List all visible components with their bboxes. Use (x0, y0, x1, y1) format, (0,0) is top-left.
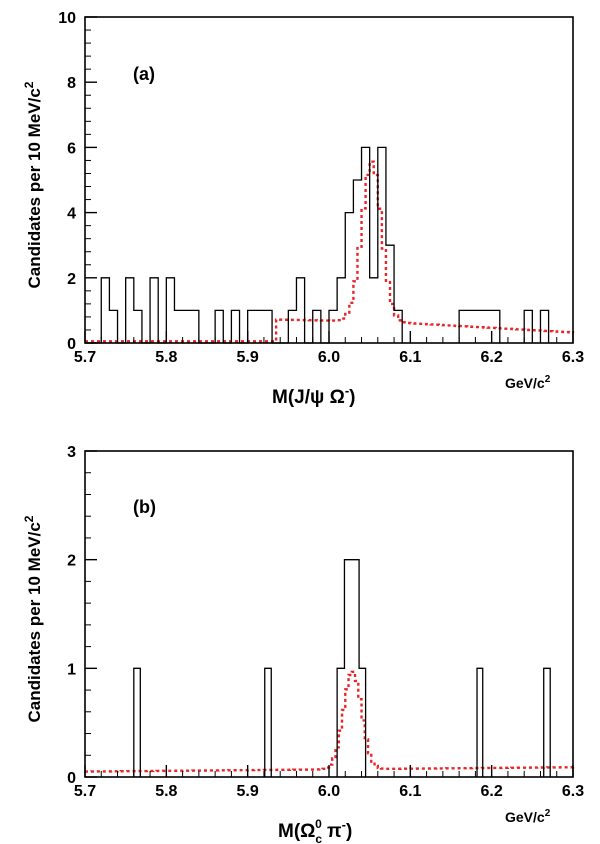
a-y-tick-label: 4 (67, 206, 76, 223)
panel-b-frame (84, 450, 574, 778)
panel-b-ticks: 5.7 5.8 5.9 6.0 6.1 6.2 6.3 0 1 2 3 (67, 444, 584, 800)
panel-a-histogram (85, 146, 550, 344)
panel-b-data-bin (264, 667, 272, 777)
panel-b: 5.7 5.8 5.9 6.0 6.1 6.2 6.3 0 1 2 3 (b) Candidates… (22, 444, 584, 844)
panel-b-data-bin (336, 559, 367, 777)
panel-a-y-axis-label: Candidates per 10 MeV/c2 (22, 81, 44, 288)
a-y-tick-label: 8 (67, 75, 76, 92)
panel-a-label: (a) (133, 64, 155, 84)
b-y-tick-label: 2 (67, 553, 76, 570)
panel-b-data-bin (543, 667, 551, 777)
a-x-tick-label: 5.9 (237, 349, 259, 366)
b-x-tick-label: 5.8 (155, 783, 177, 800)
b-y-tick-label: 3 (67, 444, 76, 461)
b-x-tick-label: 6.3 (562, 783, 584, 800)
a-x-tick-label: 6.3 (562, 349, 584, 366)
b-x-tick-label: 6.1 (399, 783, 421, 800)
panel-a-data-histogram-right (458, 309, 550, 343)
a-x-tick-label: 5.8 (155, 349, 177, 366)
a-x-tick-label: 6.2 (481, 349, 503, 366)
a-y-tick-label: 0 (67, 336, 76, 353)
b-x-tick-label: 6.0 (318, 783, 340, 800)
panel-b-y-axis-label: Candidates per 10 MeV/c2 (22, 515, 44, 722)
panel-a-x-unit: GeV/c2 (505, 374, 551, 391)
a-y-tick-label: 2 (67, 271, 76, 288)
b-x-tick-label: 5.7 (74, 783, 96, 800)
panel-b-fit-curve (85, 670, 575, 773)
a-y-tick-label: 10 (58, 10, 76, 27)
a-x-tick-label: 5.7 (74, 349, 96, 366)
panel-b-data-bin (476, 667, 484, 777)
panel-b-x-axis-label: M(Ωc0 π-) (278, 817, 352, 844)
panel-b-histogram (133, 559, 551, 777)
b-x-tick-label: 6.2 (481, 783, 503, 800)
a-x-tick-label: 6.0 (318, 349, 340, 366)
b-x-tick-label: 5.9 (237, 783, 259, 800)
panel-b-x-unit: GeV/c2 (505, 808, 551, 825)
panel-b-label: (b) (133, 497, 156, 517)
panel-a-ticks: 5.7 5.8 5.9 6.0 6.1 6.2 6.3 0 2 4 6 8 10 (58, 10, 584, 366)
panel-a-x-axis-label: M(J/ψ Ω-) (272, 383, 356, 408)
panel-b-data-bin (133, 667, 141, 777)
a-y-tick-label: 6 (67, 140, 76, 157)
a-x-tick-label: 6.1 (399, 349, 421, 366)
panel-b-fit-line (85, 670, 575, 773)
panel-a-data-histogram (85, 146, 403, 344)
panel-a: 5.7 5.8 5.9 6.0 6.1 6.2 6.3 0 2 4 6 8 10 (a) Candida… (22, 10, 584, 408)
b-y-tick-label: 0 (67, 770, 76, 787)
b-y-tick-label: 1 (67, 661, 76, 678)
